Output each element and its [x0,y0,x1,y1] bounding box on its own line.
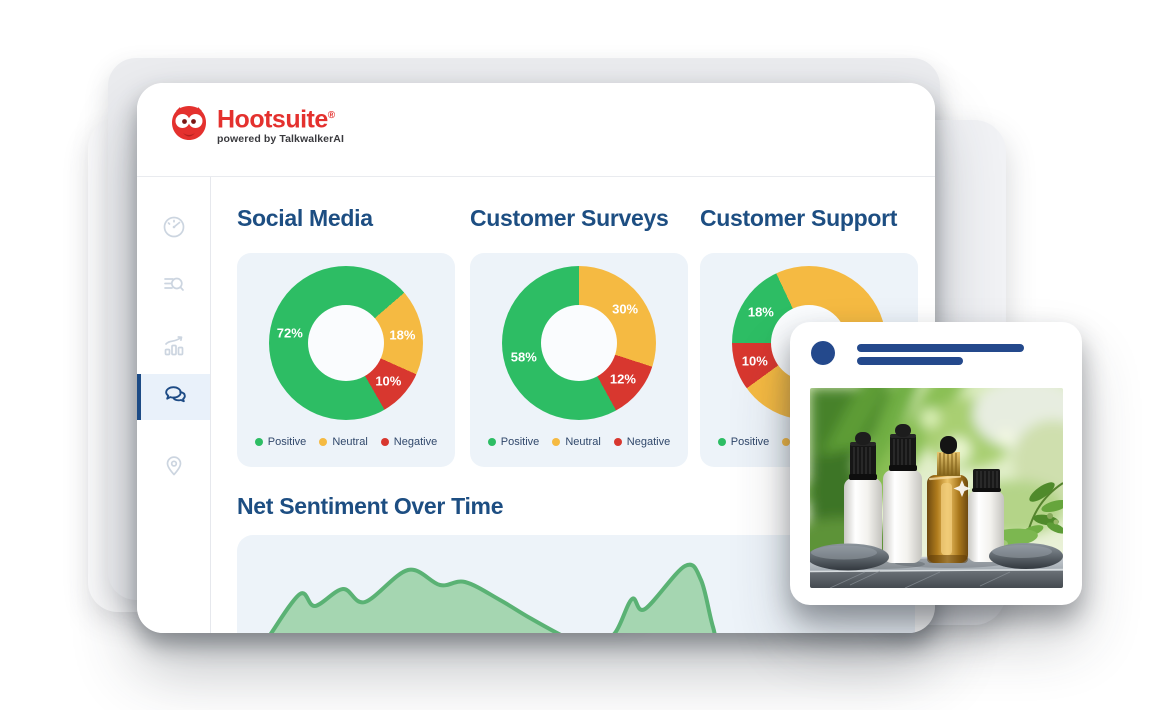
legend-dot [613,438,622,446]
brand-tagline: powered by TalkwalkerAI [217,133,344,146]
donut-slice-label: 10% [375,373,402,389]
hootsuite-dashboard-window: Hootsuite® powered by TalkwalkerAI [137,83,935,633]
product-photo-essential-oil-bottles [810,388,1063,588]
sidebar-item-dashboard[interactable] [137,206,210,252]
donut-slice-label: 30% [612,301,639,317]
sidebar-item-conversations[interactable] [137,374,210,420]
sidebar [137,177,211,633]
section-title-customer-surveys: Customer Surveys [470,205,669,231]
legend-dot [254,438,263,446]
hootsuite-logo: Hootsuite® powered by TalkwalkerAI [168,103,344,148]
owl-logo-icon [168,103,210,148]
section-title-customer-support: Customer Support [700,205,898,231]
conversations-icon [162,381,189,413]
social-post-card [790,322,1082,605]
brand-name: Hootsuite® [217,105,335,134]
post-title-placeholder-bar [857,344,1024,352]
legend-item: Positive [254,436,306,448]
legend-item: Positive [717,436,769,448]
donut-slice-label: 10% [741,353,768,369]
customer-surveys-legend: Positive Neutral Negative [470,436,688,448]
legend-dot [552,438,561,446]
section-title-social-media: Social Media [237,205,373,231]
header-divider [137,176,935,177]
sidebar-item-analytics[interactable] [137,325,210,371]
legend-dot [319,438,328,446]
sidebar-item-search[interactable] [137,263,210,309]
avatar [811,341,835,365]
legend-dot [717,438,726,446]
social-media-legend: Positive Neutral Negative [237,436,455,448]
search-list-icon [161,271,187,302]
donut-slice-label: 72% [276,325,303,341]
donut-slice-label: 18% [389,327,416,343]
legend-dot [782,438,791,446]
sidebar-item-location[interactable] [137,445,210,491]
legend-dot [487,438,496,446]
post-subtitle-placeholder-bar [857,357,963,365]
legend-item: Neutral [319,436,368,448]
donut-slice-label: 12% [609,371,636,387]
location-pin-icon [161,453,187,484]
dashboard-header: Hootsuite® powered by TalkwalkerAI [137,83,935,176]
legend-item: Negative [613,436,670,448]
analytics-icon [161,333,187,364]
customer-surveys-chart-card: 30% 12% 58% Positive Neutral Negative [470,253,688,467]
social-media-chart-card: 72% 18% 10% Positive Neutral Negative [237,253,455,467]
legend-item: Negative [380,436,437,448]
legend-item: Neutral [552,436,601,448]
legend-dot [380,438,389,446]
customer-surveys-donut-chart: 30% 12% 58% [502,266,656,420]
gauge-icon [161,214,187,245]
legend-item: Positive [487,436,539,448]
section-title-net-sentiment: Net Sentiment Over Time [237,493,504,519]
social-media-donut-chart: 72% 18% 10% [269,266,423,420]
donut-slice-label: 58% [510,349,537,365]
net-sentiment-area-chart [268,562,717,633]
donut-slice-label: 18% [747,304,774,320]
